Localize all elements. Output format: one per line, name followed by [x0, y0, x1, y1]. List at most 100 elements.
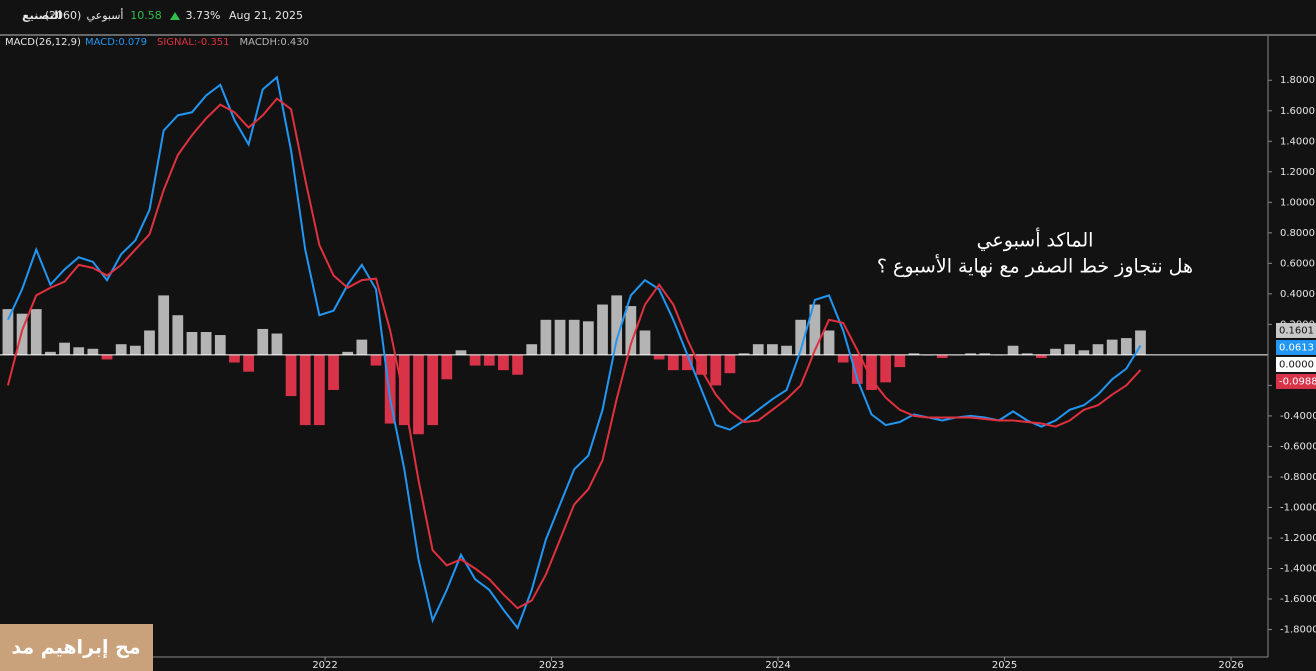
histogram-bar — [1106, 339, 1118, 355]
histogram-bar — [356, 339, 368, 355]
price-tag-label: 0.1601 — [1279, 325, 1314, 336]
plot-area — [0, 75, 1268, 631]
legend-entry: MACDH:0.430 — [240, 37, 310, 48]
histogram-bar — [172, 315, 184, 355]
histogram-bar — [427, 354, 439, 426]
histogram-bar — [186, 332, 198, 355]
histogram-bar — [639, 330, 651, 355]
price-tag — [1276, 322, 1316, 338]
histogram-bar — [809, 304, 821, 355]
x-tick-label: 2026 — [1218, 660, 1243, 671]
x-tick-label: 2023 — [539, 660, 564, 671]
histogram-bar — [667, 354, 679, 371]
histogram-bar — [1064, 344, 1076, 355]
y-tick-label: -0.4000 — [1280, 411, 1316, 422]
interval: أسبوعي — [86, 8, 123, 22]
histogram-bar — [73, 347, 85, 355]
histogram-bar — [767, 344, 778, 355]
price-tag-label: 0.0000 — [1279, 359, 1314, 370]
histogram-bar — [370, 354, 382, 366]
date: Aug 21, 2025 — [229, 9, 303, 22]
y-tick-label: 1.8000 — [1280, 75, 1315, 86]
histogram-bar — [526, 344, 538, 355]
price-tag — [1276, 373, 1316, 389]
histogram-bar — [413, 354, 424, 435]
histogram-bar — [597, 304, 608, 355]
histogram-bar — [1007, 345, 1019, 355]
x-tick-label: 2025 — [992, 660, 1017, 671]
histogram-bar — [1035, 354, 1047, 358]
up-arrow — [170, 12, 180, 20]
histogram-bar — [752, 344, 764, 355]
histogram-bar — [285, 354, 297, 397]
y-tick-label: 1.2000 — [1280, 167, 1315, 178]
price-tag-label: 0.0613 — [1279, 342, 1314, 353]
histogram-bar — [936, 354, 948, 358]
y-tick-label: -0.8000 — [1280, 472, 1316, 483]
watermark-box — [0, 624, 153, 671]
histogram-bar — [866, 354, 877, 390]
histogram-bar — [144, 330, 155, 355]
histogram-bar — [1078, 350, 1090, 355]
histogram-bar — [214, 335, 226, 355]
histogram-bar — [682, 354, 693, 371]
histogram-bar — [229, 354, 240, 363]
histogram-bar — [299, 354, 311, 426]
x-tick-label: 2022 — [312, 660, 337, 671]
histogram-bar — [342, 351, 354, 355]
symbol-code: (2060) — [45, 9, 82, 22]
histogram-bar — [59, 342, 70, 355]
histogram-bar — [837, 354, 849, 363]
histogram-bar — [200, 332, 212, 355]
indicator-name: MACD(26,12,9) — [5, 37, 81, 48]
histogram-bar — [710, 354, 722, 386]
histogram-bar — [625, 306, 637, 355]
histogram-bar — [540, 319, 552, 355]
histogram-bar — [880, 354, 892, 383]
x-tick-label: 2024 — [765, 660, 790, 671]
y-tick-label: 0.6000 — [1280, 258, 1315, 269]
price-tag-label: -0.0988 — [1279, 376, 1316, 387]
histogram-bar — [894, 354, 906, 368]
y-tick-label: 0.4000 — [1280, 289, 1315, 300]
annotation: الماكد أسبوعي — [977, 228, 1094, 252]
histogram-bar — [469, 354, 481, 366]
watermark: مح إبراهيم مد — [11, 637, 140, 659]
histogram-bar — [158, 295, 170, 355]
histogram-bar — [724, 354, 736, 374]
y-tick-label: 1.4000 — [1280, 136, 1315, 147]
legend: MACD(26,12,9) MACD:0.079 SIGNAL:-0.351 MAC… — [5, 37, 309, 48]
series-line — [7, 75, 1142, 631]
legend-entry: SIGNAL:-0.351 — [157, 37, 230, 48]
histogram-bar — [101, 354, 113, 360]
histogram-bar — [313, 354, 325, 426]
histogram-bar — [398, 354, 410, 426]
histogram-bar — [908, 353, 920, 355]
histogram-bar — [271, 333, 283, 355]
y-tick-label: -1.0000 — [1280, 502, 1316, 513]
histogram-bar — [87, 348, 99, 355]
histogram-bar — [738, 353, 750, 355]
histogram-bar — [851, 354, 863, 384]
histogram-bar — [696, 354, 707, 375]
y-tick-label: -1.8000 — [1280, 625, 1316, 636]
histogram-bar — [2, 309, 14, 355]
histogram-bar — [979, 353, 991, 355]
histogram-bar — [568, 319, 580, 355]
histogram-bar — [257, 328, 269, 355]
histogram-bar — [243, 354, 254, 372]
y-tick-label: 0.8000 — [1280, 228, 1315, 239]
histogram-bar — [1050, 348, 1061, 355]
histogram-bar — [483, 354, 495, 366]
histogram-bar — [441, 354, 453, 380]
y-tick-label: -1.2000 — [1280, 533, 1316, 544]
symbol-name: التصنيع — [22, 9, 62, 22]
histogram-bar — [1092, 344, 1104, 355]
histogram-bar — [115, 344, 127, 355]
price-tag — [1276, 356, 1316, 372]
histogram-bar — [1021, 353, 1033, 355]
histogram-bar — [611, 295, 623, 355]
series-line — [6, 97, 1142, 610]
histogram-bar — [1135, 330, 1146, 355]
